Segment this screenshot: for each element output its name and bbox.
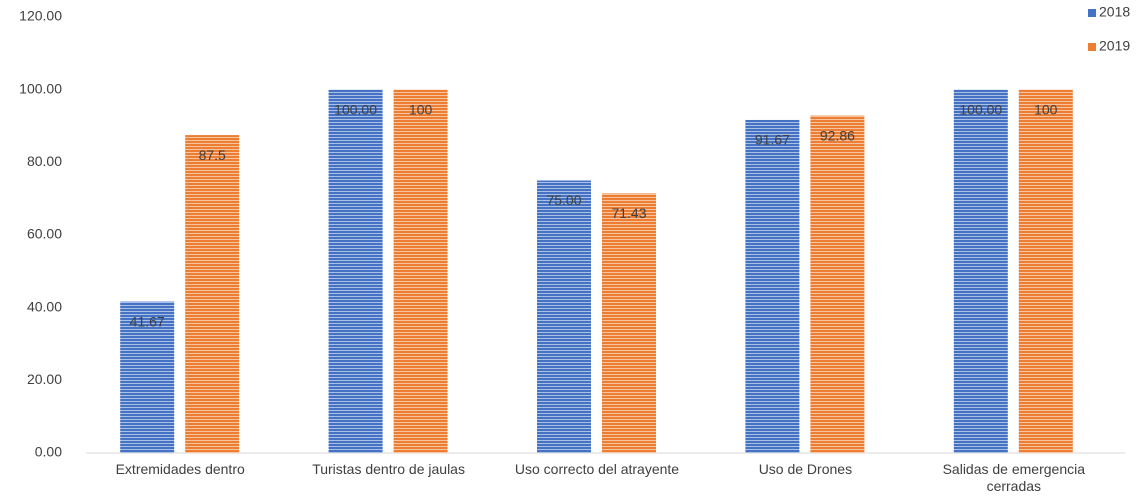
bar [185,135,240,454]
bar [120,301,175,453]
y-tick-label: 100.00 [19,80,62,96]
legend-swatch [1088,43,1096,51]
data-label: 100 [409,101,433,117]
bar [1018,89,1073,454]
x-tick-label: Extremidades dentro [115,461,245,477]
y-tick-label: 80.00 [27,153,62,169]
y-tick-label: 120.00 [19,8,62,24]
bar [745,119,800,453]
x-tick-label: Uso de Drones [758,461,853,477]
y-tick-label: 0.00 [35,444,62,460]
bar [537,180,591,453]
y-tick-label: 20.00 [27,371,62,387]
data-label: 71.43 [611,205,646,221]
x-tick-label: Uso correcto del atrayente [514,461,680,477]
data-label: 100.00 [334,101,377,117]
bar [953,89,1008,454]
y-tick-label: 40.00 [27,298,62,314]
x-tick-label: Salidas de emergencia cerradas [942,461,1085,494]
bar [602,193,656,453]
data-label: 91.67 [755,132,790,148]
data-label: 41.67 [130,313,165,329]
y-tick-label: 60.00 [27,226,62,242]
bar [328,89,383,454]
legend-swatch [1088,9,1096,17]
data-label: 87.5 [199,147,226,163]
bar [393,89,448,454]
data-label: 75.00 [546,192,581,208]
x-tick-label: Turistas dentro de jaulas [312,461,465,477]
data-label: 100.00 [959,101,1002,117]
legend-label: 2018 [1099,4,1130,20]
bar [810,115,865,453]
data-label: 100 [1034,101,1058,117]
legend-label: 2019 [1099,38,1130,54]
data-label: 92.86 [820,127,855,143]
